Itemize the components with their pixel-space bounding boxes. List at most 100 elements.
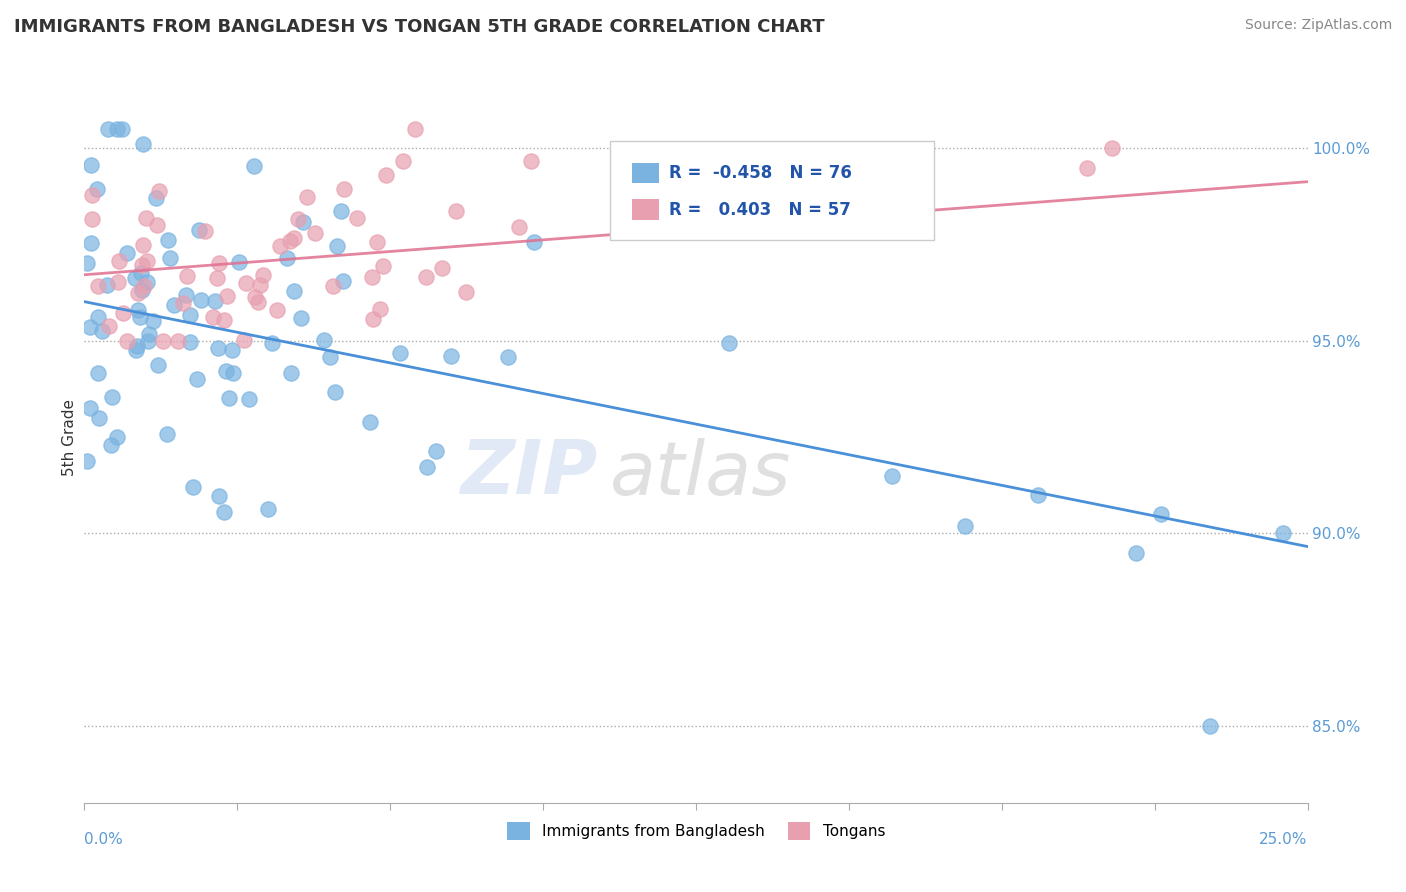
Point	[1272, 526, 1295, 541]
Text: Source: ZipAtlas.com: Source: ZipAtlas.com	[1244, 18, 1392, 32]
Point	[205, 271, 228, 285]
Point	[146, 218, 169, 232]
Point	[125, 343, 148, 357]
Legend: Immigrants from Bangladesh, Tongans: Immigrants from Bangladesh, Tongans	[501, 815, 891, 847]
Point	[392, 153, 415, 168]
Point	[280, 366, 302, 380]
Point	[496, 350, 519, 364]
Point	[111, 122, 134, 136]
Point	[174, 288, 197, 302]
Point	[179, 334, 201, 349]
Point	[1198, 719, 1220, 733]
Point	[432, 260, 454, 275]
Point	[87, 366, 110, 380]
Point	[190, 293, 212, 307]
Point	[212, 505, 235, 519]
Point	[373, 260, 395, 274]
Point	[76, 256, 98, 270]
Point	[425, 444, 447, 458]
Point	[79, 401, 101, 415]
Point	[218, 391, 240, 405]
Point	[127, 302, 149, 317]
Point	[454, 285, 477, 299]
Point	[880, 468, 903, 483]
Point	[86, 182, 108, 196]
Point	[283, 231, 305, 245]
Point	[186, 372, 208, 386]
Point	[1150, 507, 1173, 521]
Text: ZIP: ZIP	[461, 437, 598, 510]
Point	[235, 276, 257, 290]
Point	[953, 518, 976, 533]
Text: atlas: atlas	[610, 438, 792, 509]
Point	[132, 136, 155, 151]
Text: 25.0%: 25.0%	[1260, 832, 1308, 847]
Point	[97, 318, 120, 333]
Point	[128, 310, 150, 324]
Text: R =  -0.458   N = 76: R = -0.458 N = 76	[669, 164, 852, 182]
Point	[129, 266, 152, 280]
Point	[100, 438, 122, 452]
Point	[124, 271, 146, 285]
Point	[204, 293, 226, 308]
Point	[115, 246, 138, 260]
Point	[415, 270, 437, 285]
FancyBboxPatch shape	[610, 141, 935, 240]
Point	[245, 290, 267, 304]
Text: 0.0%: 0.0%	[84, 832, 124, 847]
Point	[152, 334, 174, 348]
Point	[523, 235, 546, 250]
Point	[405, 122, 427, 136]
Point	[304, 227, 326, 241]
Point	[100, 390, 122, 404]
Point	[519, 154, 541, 169]
Point	[249, 277, 271, 292]
Point	[97, 122, 120, 136]
Point	[179, 308, 201, 322]
Point	[87, 310, 110, 324]
Point	[201, 310, 224, 324]
Point	[269, 239, 291, 253]
Point	[283, 284, 305, 298]
Point	[214, 364, 236, 378]
Point	[314, 333, 336, 347]
Point	[80, 212, 103, 227]
FancyBboxPatch shape	[633, 199, 659, 219]
Point	[1076, 161, 1098, 175]
Point	[1028, 488, 1050, 502]
Point	[1125, 545, 1147, 559]
Point	[87, 279, 110, 293]
Point	[658, 178, 681, 193]
Point	[718, 336, 741, 351]
Point	[326, 239, 349, 253]
Point	[212, 313, 235, 327]
Point	[346, 211, 368, 225]
Point	[246, 294, 269, 309]
Point	[368, 302, 391, 317]
Point	[221, 343, 243, 357]
Point	[257, 502, 280, 516]
Point	[105, 122, 128, 136]
Point	[325, 385, 347, 400]
Point	[80, 158, 103, 172]
Point	[291, 214, 314, 228]
Point	[332, 274, 354, 288]
Point	[91, 324, 114, 338]
Point	[79, 320, 101, 334]
Y-axis label: 5th Grade: 5th Grade	[62, 399, 77, 475]
Point	[217, 288, 239, 302]
Point	[127, 285, 149, 300]
Point	[359, 415, 381, 429]
Point	[107, 275, 129, 289]
Point	[163, 298, 186, 312]
Point	[208, 489, 231, 503]
FancyBboxPatch shape	[633, 163, 659, 183]
Point	[80, 235, 103, 250]
Point	[148, 185, 170, 199]
Point	[188, 223, 211, 237]
Point	[136, 334, 159, 348]
Point	[115, 334, 138, 348]
Point	[138, 326, 160, 341]
Point	[135, 253, 157, 268]
Point	[208, 256, 231, 270]
